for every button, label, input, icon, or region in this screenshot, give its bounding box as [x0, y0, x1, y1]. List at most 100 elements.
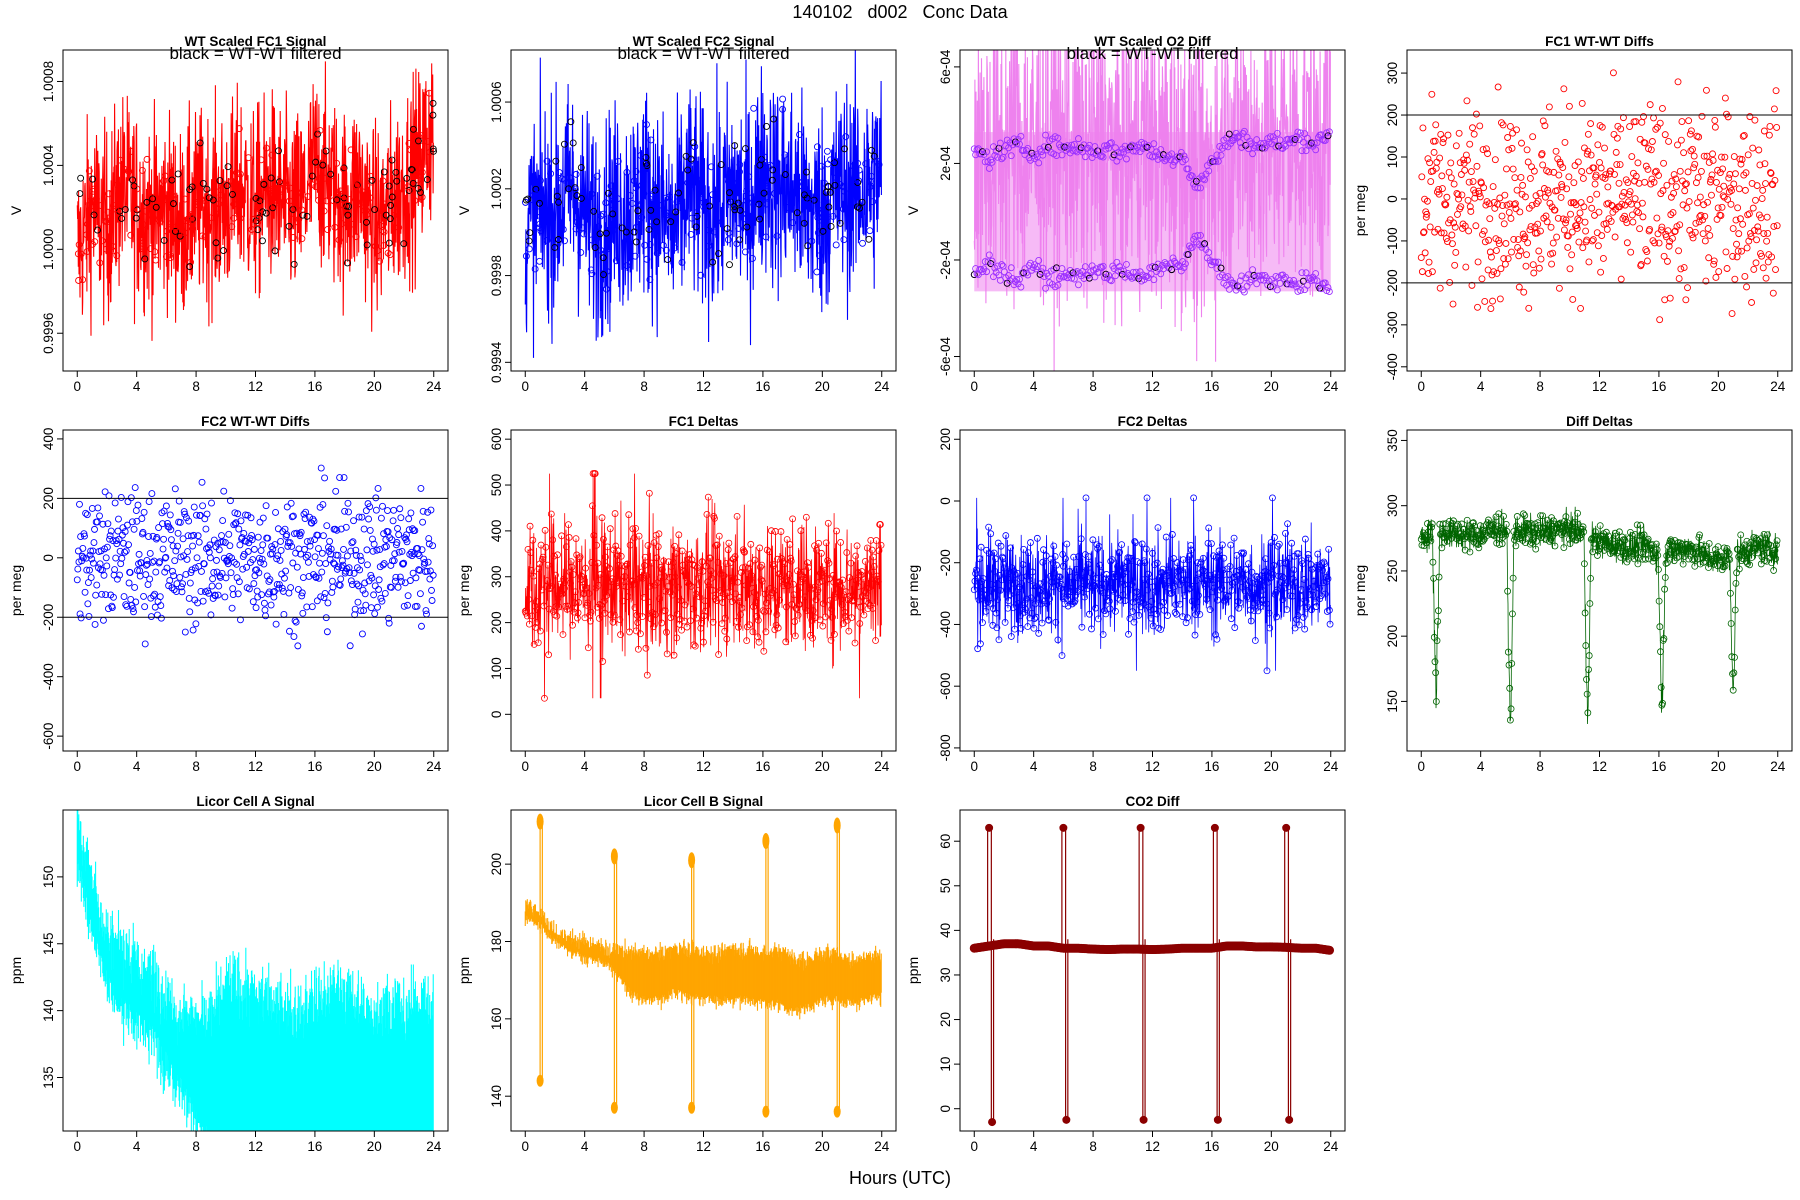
data-point — [256, 518, 264, 526]
data-point — [1493, 247, 1500, 254]
data-point — [1282, 529, 1289, 537]
data-point — [399, 560, 407, 568]
y-tick-label: -800 — [938, 734, 953, 761]
data-point — [116, 571, 124, 579]
data-point — [402, 531, 410, 539]
data-point — [726, 189, 733, 197]
data-point — [687, 617, 694, 625]
data-point — [1440, 135, 1447, 143]
data-point — [1680, 149, 1688, 157]
data-point — [385, 619, 393, 627]
data-point — [312, 573, 320, 581]
data-point — [408, 552, 416, 560]
data-point — [750, 589, 758, 596]
data-point — [142, 207, 149, 215]
data-point — [345, 508, 352, 516]
data-point — [1493, 269, 1501, 277]
data-point — [692, 223, 700, 231]
data-point — [1288, 592, 1296, 600]
data-point — [243, 563, 251, 571]
data-point — [585, 590, 593, 597]
data-point — [1276, 136, 1284, 144]
data-point — [166, 220, 174, 228]
data-point — [1710, 260, 1718, 268]
data-point — [713, 597, 720, 604]
data-point — [808, 237, 816, 245]
data-point — [1638, 118, 1646, 126]
data-point — [1297, 592, 1304, 600]
data-point — [385, 239, 393, 247]
data-point — [214, 254, 222, 262]
data-point — [608, 578, 616, 586]
data-point — [855, 166, 863, 174]
data-point — [816, 616, 824, 624]
data-point — [103, 543, 111, 551]
data-point — [1030, 624, 1038, 632]
data-point — [852, 577, 860, 584]
data-point — [164, 519, 171, 527]
data-point — [1564, 243, 1572, 251]
data-point — [1515, 283, 1523, 291]
data-point — [1499, 202, 1507, 210]
data-point — [747, 540, 755, 548]
data-point — [1288, 539, 1296, 547]
data-point — [1276, 279, 1284, 287]
data-point — [213, 204, 221, 212]
data-point — [1143, 272, 1151, 280]
data-point — [736, 161, 744, 169]
data-point — [1117, 149, 1125, 157]
data-point — [754, 616, 762, 624]
data-point — [1150, 276, 1158, 284]
data-point — [1652, 125, 1660, 133]
data-point — [314, 130, 322, 138]
data-point — [648, 192, 655, 200]
data-point — [846, 574, 853, 582]
data-point — [198, 478, 206, 486]
data-point — [979, 619, 986, 627]
data-point — [1093, 541, 1101, 549]
data-point — [571, 588, 579, 596]
data-point — [186, 608, 194, 616]
data-point — [261, 606, 269, 614]
data-point — [347, 547, 355, 555]
data-point — [314, 545, 322, 553]
data-point — [1303, 604, 1311, 612]
data-point — [379, 502, 386, 510]
data-point — [357, 557, 365, 564]
data-point — [1466, 140, 1474, 148]
data-point — [1752, 196, 1759, 204]
data-point — [1592, 171, 1600, 179]
data-point — [1040, 546, 1047, 554]
data-point — [750, 201, 758, 208]
data-point — [1769, 289, 1777, 297]
x-tick-label: 4 — [133, 1139, 141, 1154]
data-point — [833, 527, 840, 535]
y-tick-label: -300 — [1385, 311, 1400, 338]
data-point — [1763, 213, 1771, 221]
data-point — [354, 200, 362, 208]
data-point — [308, 603, 316, 611]
data-point — [218, 569, 226, 577]
data-point — [787, 557, 795, 565]
data-point — [1509, 165, 1517, 173]
x-tick-label: 0 — [522, 379, 530, 394]
data-point — [1118, 541, 1126, 549]
data-point — [1116, 596, 1124, 604]
x-tick-label: 24 — [1323, 379, 1339, 394]
data-point — [1239, 286, 1247, 294]
data-point — [1584, 130, 1592, 138]
data-point — [612, 257, 620, 265]
data-point — [366, 526, 374, 534]
data-point — [183, 556, 191, 563]
data-point — [617, 631, 624, 639]
figure-title: 140102 d002 Conc Data — [792, 2, 1008, 22]
data-point — [1073, 574, 1081, 581]
data-point — [1114, 563, 1121, 570]
data-point — [391, 550, 399, 558]
data-point — [566, 568, 574, 576]
data-point — [1186, 552, 1193, 560]
data-point — [390, 506, 398, 514]
data-point — [341, 507, 349, 515]
data-point — [262, 612, 269, 620]
data-point — [687, 181, 695, 189]
